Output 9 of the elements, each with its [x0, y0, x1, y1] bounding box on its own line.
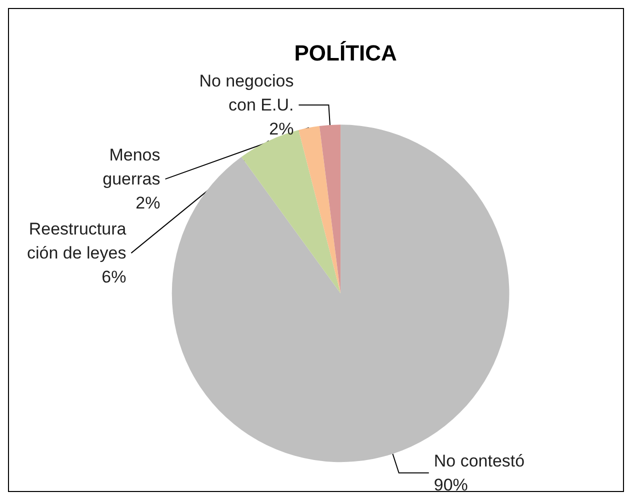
data-label: 6% — [102, 268, 126, 287]
slice-label: Reestructura ción de leyes — [26, 220, 127, 263]
data-label: 90% — [434, 475, 468, 494]
slice-label: No negocios con E.U. — [199, 72, 294, 115]
data-label: 2% — [136, 194, 160, 213]
data-label: 2% — [269, 120, 294, 139]
slice-label: Menos guerras — [102, 146, 160, 189]
chart-title: POLÍTICA — [294, 40, 397, 66]
slice-label: No contestó — [434, 451, 525, 470]
